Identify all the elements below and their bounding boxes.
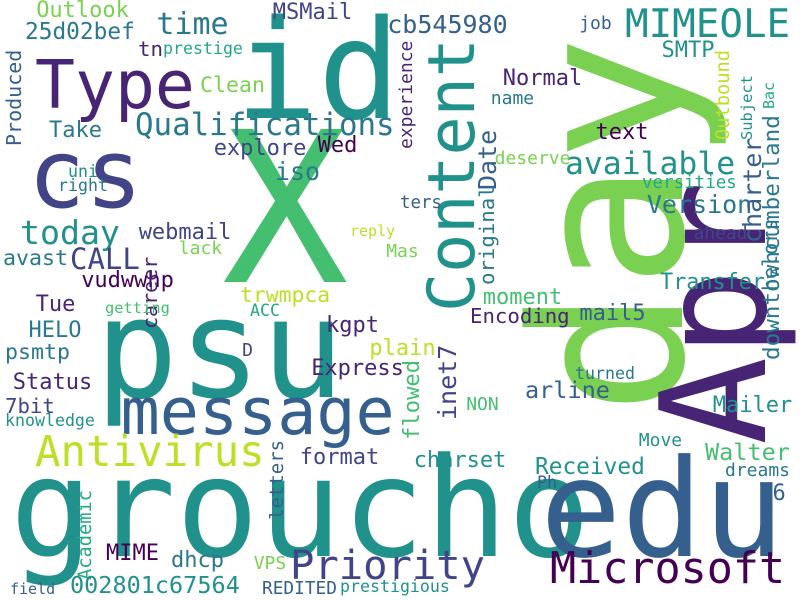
cloud-word: Outbound xyxy=(713,49,735,140)
cloud-word: Priority xyxy=(290,540,486,589)
cloud-word: MIMEOLE xyxy=(625,1,791,47)
cloud-word: moment xyxy=(482,285,563,310)
cloud-word: experience xyxy=(396,40,417,150)
cloud-word: Wed xyxy=(317,133,358,158)
cloud-word: ters xyxy=(400,193,442,214)
cloud-word: 25d02bef xyxy=(25,19,135,46)
cloud-word: webmail xyxy=(138,220,232,245)
cloud-word: Antivirus xyxy=(35,427,265,477)
cloud-word: Walter xyxy=(705,437,790,466)
cloud-word: SMTP xyxy=(661,38,715,63)
cloud-word: Academic xyxy=(74,489,96,580)
cloud-word: format xyxy=(299,445,380,470)
cloud-word: Tue xyxy=(35,292,76,317)
cloud-word: Date xyxy=(473,129,502,191)
cloud-word: cb545980 xyxy=(387,10,508,39)
cloud-word: getting xyxy=(105,299,170,318)
cloud-word: charset xyxy=(413,448,507,473)
cloud-word: turned xyxy=(575,363,635,383)
cloud-word: V6 xyxy=(759,481,786,506)
cloud-word: HELO xyxy=(28,318,82,343)
cloud-word: dreams xyxy=(725,460,791,481)
cloud-word: uni xyxy=(68,161,98,181)
cloud-word: Mas xyxy=(386,241,419,262)
cloud-word: MIME xyxy=(105,541,159,566)
cloud-word: deserve xyxy=(494,148,571,169)
cloud-word: career xyxy=(138,256,162,329)
cloud-word: Transfer xyxy=(660,269,765,295)
cloud-word: Outlook xyxy=(36,0,129,23)
cloud-word: Version xyxy=(646,190,753,219)
cloud-word: Type xyxy=(35,45,195,124)
cloud-word: Produced xyxy=(2,49,26,146)
cloud-word: NON xyxy=(466,394,499,415)
cloud-word: tn xyxy=(138,36,164,61)
cloud-word: X xyxy=(222,87,349,332)
cloud-word: MSMail xyxy=(272,0,353,25)
cloud-word: edu xyxy=(540,430,785,589)
cloud-word: cs xyxy=(28,120,143,230)
cloud-word: text xyxy=(595,120,649,145)
cloud-word: psmtp xyxy=(5,340,71,366)
cloud-word: today xyxy=(20,212,120,252)
cloud-word: field xyxy=(10,579,56,598)
cloud-word: Take xyxy=(48,118,102,143)
cloud-word: original xyxy=(475,185,500,285)
cloud-word: 7bit xyxy=(5,393,55,418)
cloud-word: Clean xyxy=(200,73,266,99)
cloud-word: Subject xyxy=(737,75,756,140)
cloud-word: letters xyxy=(266,439,289,520)
cloud-word: psu xyxy=(95,268,345,430)
cloud-word: knowledge xyxy=(5,410,95,430)
cloud-word: Move xyxy=(638,430,683,451)
cloud-word: Encoding xyxy=(470,303,570,328)
cloud-word: Ph xyxy=(537,471,558,492)
cloud-word: plain xyxy=(369,336,436,361)
cloud-word: time xyxy=(156,7,229,42)
cloud-word: id xyxy=(235,0,401,152)
cloud-word: REDITED xyxy=(262,578,337,600)
cloud-word: reply xyxy=(350,221,396,240)
cloud-word: inet7 xyxy=(433,344,462,421)
cloud-word: Bac xyxy=(760,81,778,109)
cloud-word: groucho xyxy=(10,429,591,590)
cloud-word: Express xyxy=(311,356,404,381)
cloud-word: prestige xyxy=(163,38,243,58)
cloud-word: mail5 xyxy=(579,301,646,326)
cloud-word: message xyxy=(120,375,395,450)
cloud-word: ahead xyxy=(693,223,748,244)
cloud-word: Microsoft xyxy=(550,544,786,595)
cloud-word: Received xyxy=(535,454,645,481)
cloud-word: available xyxy=(565,146,736,183)
cloud-word: trwmpca xyxy=(240,283,331,309)
cloud-word: Status xyxy=(12,370,93,395)
cloud-word: avast xyxy=(3,246,69,272)
cloud-word: kgpt xyxy=(325,313,379,338)
cloud-word: iso xyxy=(275,157,320,187)
cloud-word: Normal xyxy=(502,66,583,91)
cloud-word: lack xyxy=(178,238,223,259)
cloud-word: name xyxy=(490,88,535,109)
cloud-word: D xyxy=(242,340,253,361)
cloud-word: CALL xyxy=(70,242,140,277)
cloud-word: VPS xyxy=(253,553,287,574)
cloud-word: prestigious xyxy=(340,576,450,596)
cloud-word: flowed xyxy=(399,359,426,440)
cloud-word: dhcp xyxy=(170,548,224,573)
cloud-word: arline xyxy=(525,375,610,404)
cloud-word: right xyxy=(58,175,108,195)
cloud-word: Qualifications xyxy=(135,107,395,144)
cloud-word: ACC xyxy=(250,300,280,320)
cloud-word: explore xyxy=(213,136,307,161)
cloud-word: job xyxy=(579,13,612,34)
cloud-word: versities xyxy=(642,173,737,194)
cloud-word: Mailer xyxy=(712,393,793,418)
cloud-word: 002801c67564 xyxy=(70,570,240,599)
cloud-word: vudwwhp xyxy=(81,268,174,293)
